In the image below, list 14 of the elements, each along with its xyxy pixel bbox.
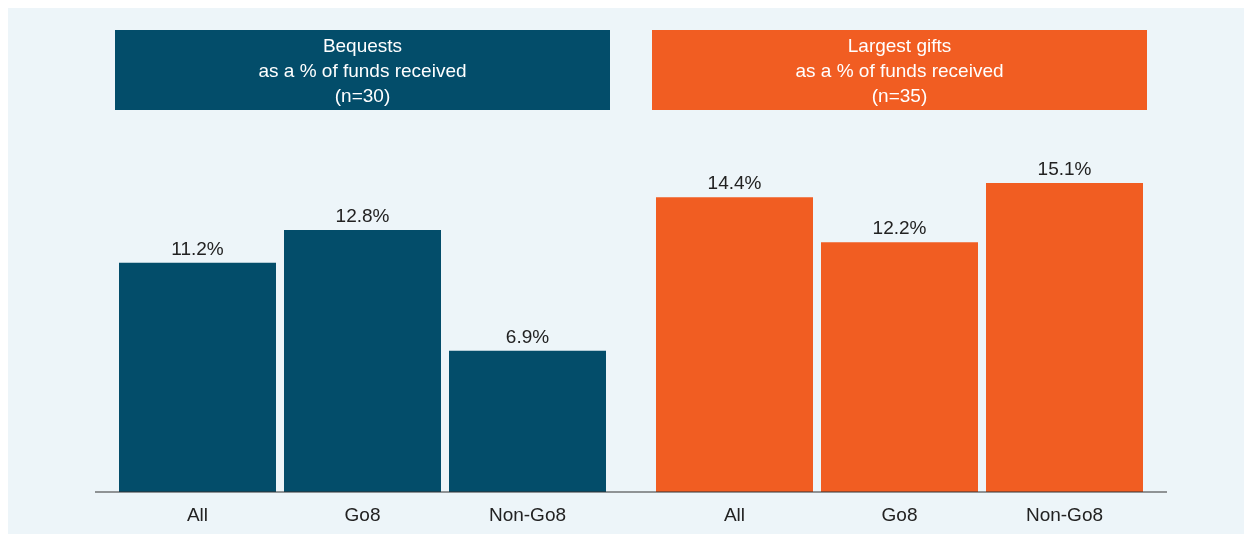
x-tick-label: All (723, 504, 746, 526)
data-label: 6.9% (505, 325, 550, 347)
data-label: 14.4% (707, 172, 762, 194)
x-tick-label: Go8 (881, 504, 918, 526)
data-label: 15.1% (1037, 158, 1092, 179)
data-label: 12.8% (335, 205, 390, 227)
x-tick-label: Go8 (344, 504, 381, 526)
chart-title: Bequests as a % of funds received (n=30) (115, 32, 610, 108)
x-tick-label: Non-Go8 (1025, 504, 1104, 526)
data-label: 12.2% (872, 217, 927, 239)
x-tick-label: Non-Go8 (488, 504, 567, 526)
x-tick-label: All (186, 504, 209, 526)
data-label: 11.2% (171, 237, 224, 259)
chart-title: Largest gifts as a % of funds received (n=35) (652, 32, 1147, 108)
